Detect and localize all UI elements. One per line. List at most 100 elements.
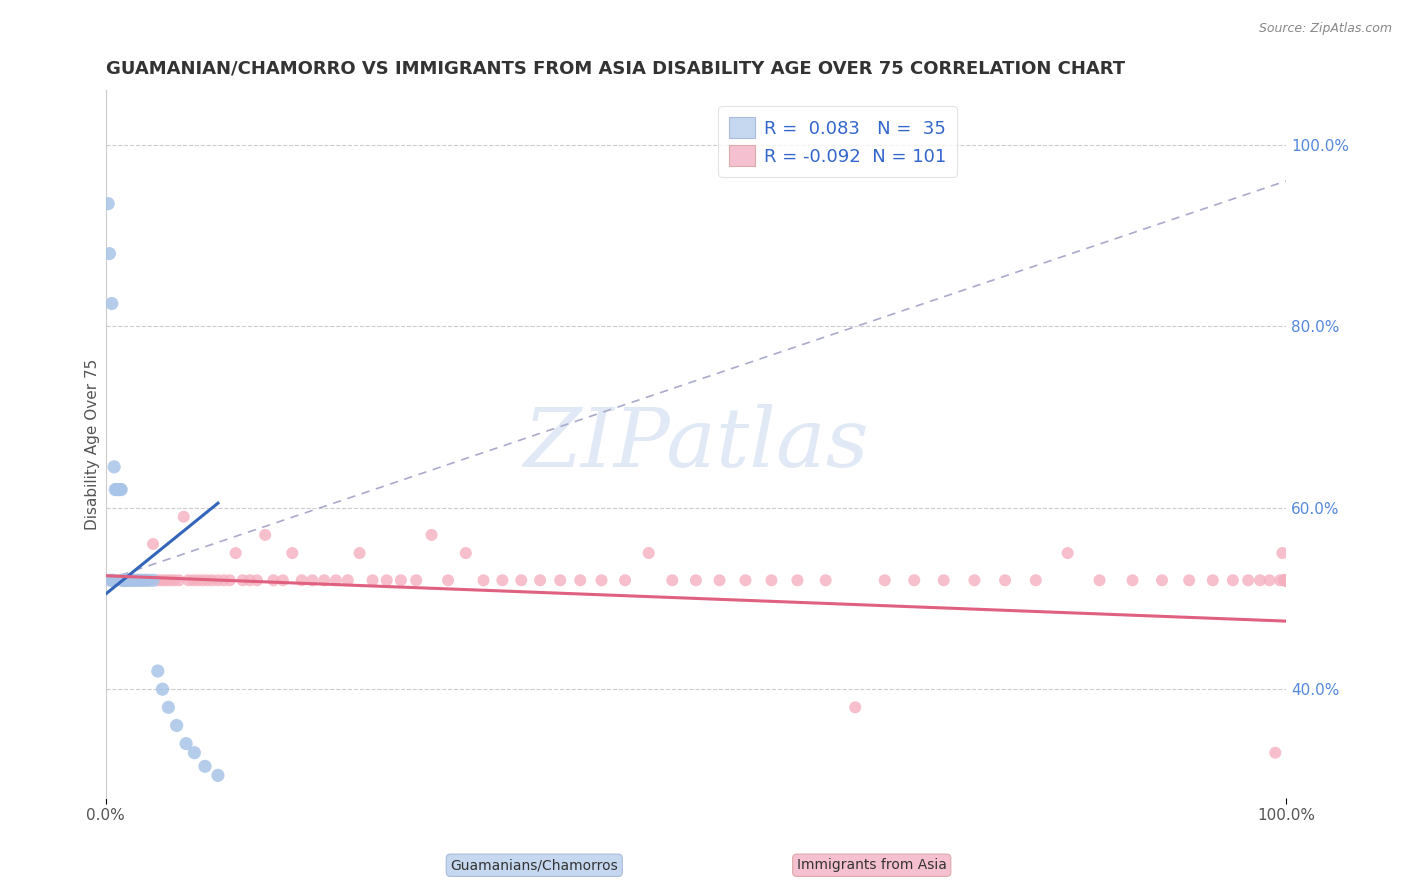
Point	[157, 700, 180, 714]
Point	[149, 574, 172, 588]
Point	[239, 574, 262, 588]
Point	[173, 509, 195, 524]
Point	[1275, 574, 1298, 588]
Point	[1237, 574, 1260, 588]
Point	[114, 574, 136, 588]
Point	[129, 574, 152, 588]
Point	[873, 574, 896, 588]
Point	[903, 574, 925, 588]
Point	[491, 574, 513, 588]
Point	[142, 574, 165, 588]
Point	[191, 574, 214, 588]
Point	[97, 196, 120, 211]
Point	[118, 574, 141, 588]
Point	[145, 574, 167, 588]
Point	[1056, 546, 1078, 560]
Point	[131, 574, 153, 588]
Point	[117, 574, 139, 588]
Point	[114, 574, 136, 588]
Point	[232, 574, 254, 588]
Point	[163, 574, 186, 588]
Point	[128, 574, 150, 588]
Point	[614, 574, 637, 588]
Point	[472, 574, 495, 588]
Point	[1249, 574, 1271, 588]
Point	[254, 528, 277, 542]
Point	[146, 664, 169, 678]
Point	[325, 574, 347, 588]
Point	[963, 574, 986, 588]
Point	[105, 483, 128, 497]
Point	[1275, 574, 1298, 588]
Point	[108, 483, 131, 497]
Point	[569, 574, 592, 588]
Point	[118, 574, 141, 588]
Point	[1264, 746, 1286, 760]
Point	[101, 574, 124, 588]
Point	[103, 459, 125, 474]
Point	[183, 746, 205, 760]
Point	[1274, 574, 1296, 588]
Point	[994, 574, 1017, 588]
Point	[1275, 574, 1298, 588]
Point	[685, 574, 707, 588]
Point	[420, 528, 443, 542]
Point	[166, 718, 188, 732]
Point	[361, 574, 384, 588]
Point	[125, 574, 148, 588]
Point	[814, 574, 837, 588]
Point	[661, 574, 683, 588]
Point	[101, 574, 124, 588]
Point	[110, 483, 132, 497]
Point	[1088, 574, 1111, 588]
Point	[734, 574, 756, 588]
Point	[1222, 574, 1244, 588]
Point	[591, 574, 613, 588]
Point	[156, 574, 179, 588]
Point	[1275, 574, 1298, 588]
Point	[174, 737, 197, 751]
Text: ZIPatlas: ZIPatlas	[523, 404, 869, 484]
Point	[115, 574, 138, 588]
Point	[121, 574, 143, 588]
Text: Immigrants from Asia: Immigrants from Asia	[797, 858, 946, 872]
Point	[187, 574, 209, 588]
Point	[122, 574, 145, 588]
Point	[389, 574, 412, 588]
Point	[115, 574, 138, 588]
Point	[1274, 574, 1296, 588]
Point	[100, 574, 122, 588]
Point	[1122, 574, 1144, 588]
Point	[1025, 574, 1047, 588]
Point	[207, 574, 229, 588]
Point	[115, 574, 138, 588]
Point	[100, 574, 122, 588]
Point	[281, 546, 304, 560]
Point	[104, 574, 127, 588]
Point	[111, 574, 134, 588]
Point	[1258, 574, 1281, 588]
Y-axis label: Disability Age Over 75: Disability Age Over 75	[86, 359, 100, 530]
Point	[1275, 574, 1298, 588]
Point	[111, 574, 134, 588]
Point	[246, 574, 269, 588]
Point	[112, 574, 135, 588]
Text: GUAMANIAN/CHAMORRO VS IMMIGRANTS FROM ASIA DISABILITY AGE OVER 75 CORRELATION CH: GUAMANIAN/CHAMORRO VS IMMIGRANTS FROM AS…	[105, 60, 1125, 78]
Point	[1275, 574, 1298, 588]
Point	[405, 574, 427, 588]
Text: Guamanians/Chamorros: Guamanians/Chamorros	[450, 858, 619, 872]
Point	[437, 574, 460, 588]
Point	[201, 574, 224, 588]
Point	[104, 483, 127, 497]
Point	[142, 537, 165, 551]
Point	[314, 574, 336, 588]
Point	[225, 546, 247, 560]
Point	[121, 574, 143, 588]
Point	[786, 574, 808, 588]
Point	[177, 574, 200, 588]
Point	[336, 574, 359, 588]
Point	[291, 574, 314, 588]
Point	[159, 574, 181, 588]
Point	[152, 682, 174, 697]
Point	[135, 574, 157, 588]
